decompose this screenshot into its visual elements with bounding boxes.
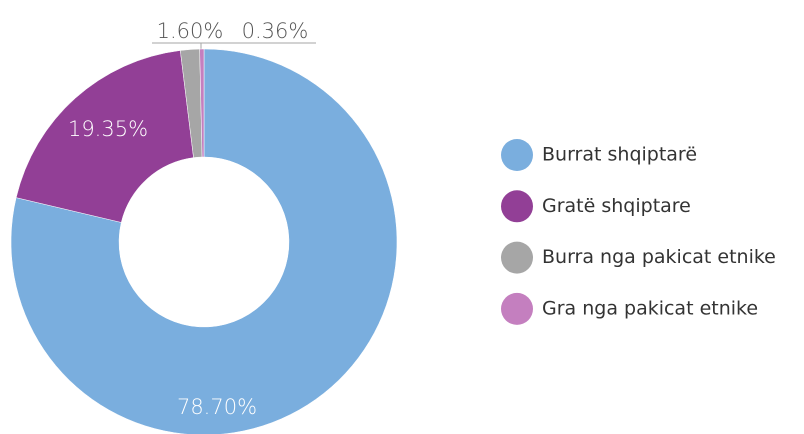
slice <box>199 48 205 158</box>
legend-label: Gratë shqiptare <box>542 195 691 217</box>
data-label: 78.70% <box>177 395 257 419</box>
legend-swatch <box>501 190 533 223</box>
data-label: 1.60% <box>157 19 224 43</box>
slice <box>10 48 398 434</box>
data-label: 0.36% <box>242 19 309 43</box>
legend-label: Burrat shqiptarë <box>542 144 697 166</box>
legend-swatch <box>501 139 533 171</box>
data-label: 19.35% <box>68 117 148 141</box>
legend-label: Gra nga pakicat etnike <box>542 297 758 319</box>
slice <box>15 50 194 223</box>
legend-swatch <box>501 241 533 274</box>
legend-swatch <box>501 292 533 325</box>
legend-label: Burra nga pakicat etnike <box>542 246 776 268</box>
